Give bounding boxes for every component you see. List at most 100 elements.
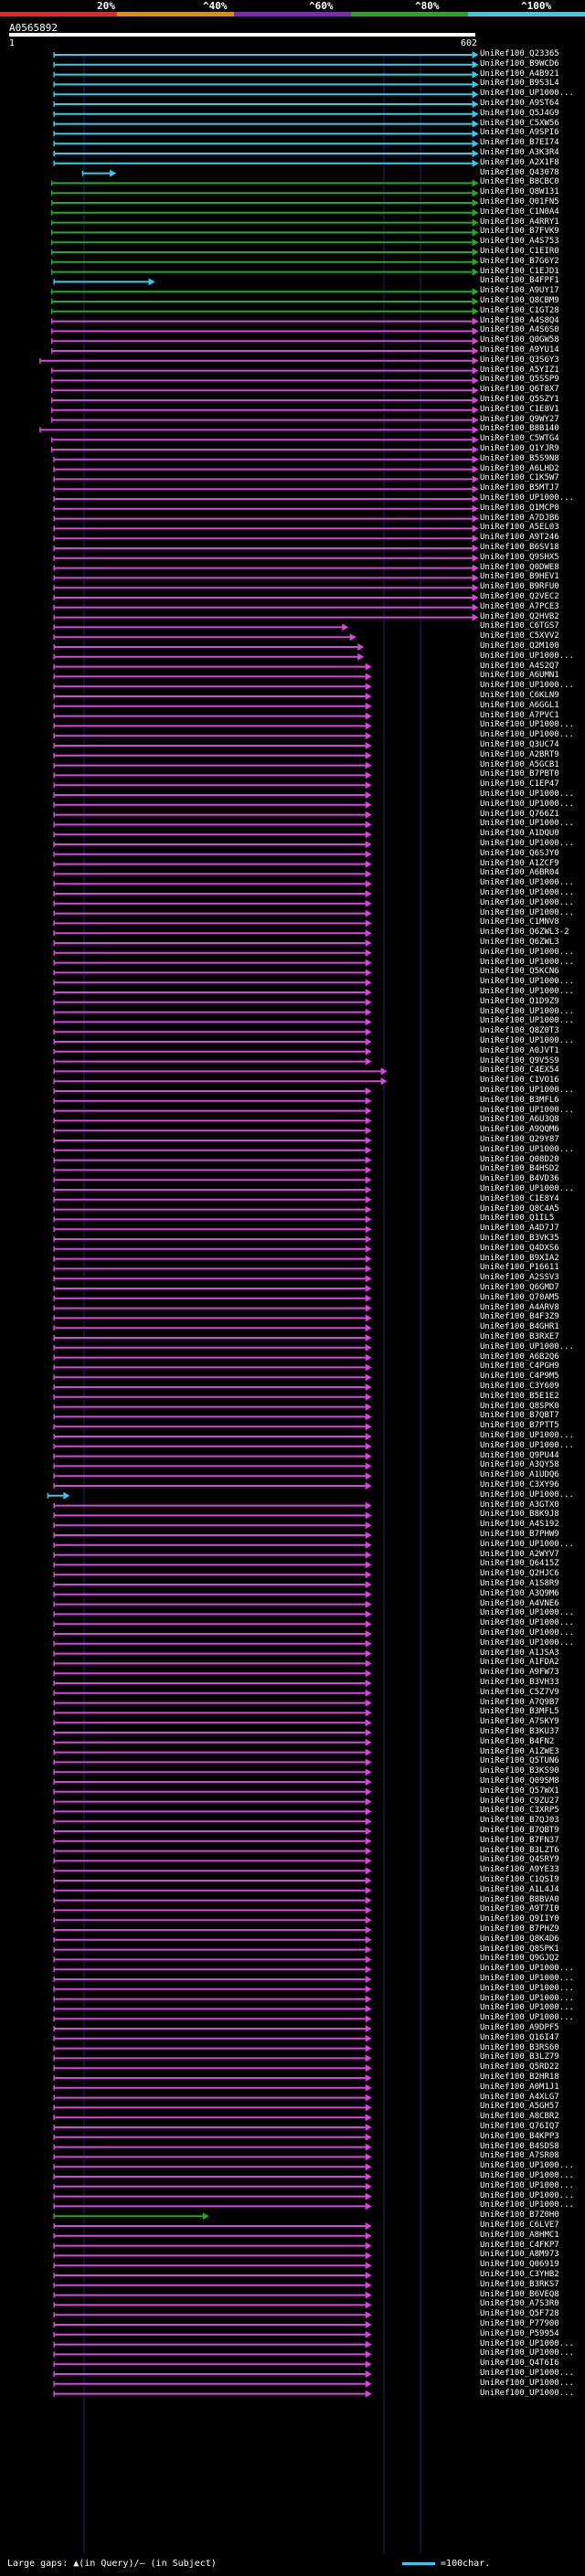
hit-label[interactable]: UniRef100_Q1D9Z9 — [480, 996, 559, 1006]
hit-label[interactable]: UniRef100_Q6ZWL3-2 — [480, 928, 569, 938]
hit-label[interactable]: UniRef100_B4VD36 — [480, 1174, 559, 1184]
hit-label[interactable]: UniRef100_UP1000... — [480, 888, 574, 897]
hit-label[interactable]: UniRef100_A4VNE6 — [480, 1598, 559, 1608]
hit-label[interactable]: UniRef100_UP1000... — [480, 2200, 574, 2210]
hit-label[interactable]: UniRef100_A6U3Q8 — [480, 1115, 559, 1125]
hit-label[interactable]: UniRef100_B7FVK9 — [480, 227, 559, 237]
hit-label[interactable]: UniRef100_B3RS60 — [480, 2042, 559, 2052]
hit-label[interactable]: UniRef100_A1ZCF9 — [480, 858, 559, 868]
hit-label[interactable]: UniRef100_UP1000... — [480, 720, 574, 730]
hit-label[interactable]: UniRef100_A1FDA2 — [480, 1658, 559, 1668]
hit-label[interactable]: UniRef100_UP1000... — [480, 2003, 574, 2013]
hit-label[interactable]: UniRef100_Q6415Z — [480, 1559, 559, 1569]
hit-label[interactable]: UniRef100_A9QQM6 — [480, 1125, 559, 1135]
hit-label[interactable]: UniRef100_UP1000... — [480, 1036, 574, 1045]
hit-label[interactable]: UniRef100_Q9V5S9 — [480, 1055, 559, 1065]
hit-label[interactable]: UniRef100_A3QY58 — [480, 1460, 559, 1470]
hit-label[interactable]: UniRef100_A6B2Q6 — [480, 1352, 559, 1362]
hit-label[interactable]: UniRef100_B8BVA0 — [480, 1894, 559, 1904]
hit-label[interactable]: UniRef100_Q1IL5 — [480, 1214, 555, 1224]
hit-label[interactable]: UniRef100_C5XVV2 — [480, 631, 559, 641]
hit-label[interactable]: UniRef100_C1E8Y4 — [480, 1193, 559, 1203]
hit-label[interactable]: UniRef100_B7G6Y2 — [480, 256, 559, 266]
hit-label[interactable]: UniRef100_UP1000... — [480, 2190, 574, 2200]
hit-label[interactable]: UniRef100_UP1000... — [480, 651, 574, 661]
hit-label[interactable]: UniRef100_B7PHZ9 — [480, 1924, 559, 1934]
hit-label[interactable]: UniRef100_B7PTT5 — [480, 1421, 559, 1431]
hit-label[interactable]: UniRef100_UP1000... — [480, 907, 574, 917]
hit-label[interactable]: UniRef100_B4KPP3 — [480, 2131, 559, 2141]
hit-label[interactable]: UniRef100_Q3S6Y3 — [480, 355, 559, 365]
hit-label[interactable]: UniRef100_C1VO16 — [480, 1076, 559, 1086]
hit-label[interactable]: UniRef100_UP1000... — [480, 1983, 574, 1993]
hit-label[interactable]: UniRef100_UP1000... — [480, 1105, 574, 1115]
hit-label[interactable]: UniRef100_C4P9M5 — [480, 1372, 559, 1382]
hit-label[interactable]: UniRef100_Q01FN5 — [480, 197, 559, 207]
hit-label[interactable]: UniRef100_UP1000... — [480, 839, 574, 848]
hit-label[interactable]: UniRef100_UP1000... — [480, 1006, 574, 1016]
hit-label[interactable]: UniRef100_Q8Z0T3 — [480, 1026, 559, 1036]
hit-label[interactable]: UniRef100_B5S9N8 — [480, 453, 559, 463]
hit-label[interactable]: UniRef100_Q0DWE8 — [480, 562, 559, 572]
hit-label[interactable]: UniRef100_Q6T8X7 — [480, 385, 559, 395]
hit-label[interactable]: UniRef100_A1UDQ6 — [480, 1470, 559, 1480]
hit-label[interactable]: UniRef100_C1QSI9 — [480, 1875, 559, 1884]
hit-label[interactable]: UniRef100_Q5SSP9 — [480, 375, 559, 385]
hit-label[interactable]: UniRef100_A5EL03 — [480, 523, 559, 533]
hit-label[interactable]: UniRef100_UP1000... — [480, 1608, 574, 1618]
hit-label[interactable]: UniRef100_C3Y609 — [480, 1382, 559, 1391]
hit-label[interactable]: UniRef100_C1EP47 — [480, 779, 559, 790]
hit-label[interactable]: UniRef100_A6UMN1 — [480, 671, 559, 681]
hit-label[interactable]: UniRef100_B3MFL6 — [480, 1095, 559, 1105]
hit-label[interactable]: UniRef100_B3KS90 — [480, 1766, 559, 1776]
hit-label[interactable]: UniRef100_A4B921 — [480, 69, 559, 79]
hit-label[interactable]: UniRef100_UP1000... — [480, 819, 574, 829]
hit-label[interactable]: UniRef100_Q2HVB2 — [480, 611, 559, 621]
hit-label[interactable]: UniRef100_UP1000... — [480, 2338, 574, 2348]
hit-label[interactable]: UniRef100_Q5SZY1 — [480, 395, 559, 404]
hit-label[interactable]: UniRef100_B3LZT6 — [480, 1845, 559, 1855]
hit-label[interactable]: UniRef100_UP1000... — [480, 493, 574, 503]
hit-label[interactable]: UniRef100_C3XRP5 — [480, 1806, 559, 1816]
hit-label[interactable]: UniRef100_A3GTX0 — [480, 1500, 559, 1510]
hit-label[interactable]: UniRef100_Q0GW58 — [480, 335, 559, 345]
hit-label[interactable]: UniRef100_C4FKP7 — [480, 2240, 559, 2250]
hit-label[interactable]: UniRef100_B7QBT7 — [480, 1411, 559, 1421]
hit-label[interactable]: UniRef100_UP1000... — [480, 2180, 574, 2190]
hit-label[interactable]: UniRef100_A7PVC1 — [480, 710, 559, 720]
hit-label[interactable]: UniRef100_B7Z0H0 — [480, 2210, 559, 2221]
hit-label[interactable]: UniRef100_B5MTJ7 — [480, 483, 559, 493]
hit-label[interactable]: UniRef100_UP1000... — [480, 1086, 574, 1095]
hit-label[interactable]: UniRef100_Q23365 — [480, 49, 559, 58]
hit-label[interactable]: UniRef100_A2WYV7 — [480, 1549, 559, 1559]
hit-label[interactable]: UniRef100_C1K5W7 — [480, 473, 559, 483]
hit-label[interactable]: UniRef100_C5WTG4 — [480, 434, 559, 444]
hit-label[interactable]: UniRef100_UP1000... — [480, 2161, 574, 2171]
hit-label[interactable]: UniRef100_A3K3R4 — [480, 148, 559, 157]
hit-label[interactable]: UniRef100_UP1000... — [480, 1964, 574, 1974]
hit-label[interactable]: UniRef100_UP1000... — [480, 1440, 574, 1450]
hit-label[interactable]: UniRef100_A9UY17 — [480, 286, 559, 296]
hit-label[interactable]: UniRef100_UP1000... — [480, 799, 574, 809]
hit-label[interactable]: UniRef100_UP1000... — [480, 1489, 574, 1500]
hit-label[interactable]: UniRef100_B4FPF1 — [480, 276, 559, 286]
hit-label[interactable]: UniRef100_A8CBR2 — [480, 2112, 559, 2122]
hit-label[interactable]: UniRef100_C1N0A4 — [480, 207, 559, 217]
hit-label[interactable]: UniRef100_A1JSA3 — [480, 1648, 559, 1658]
hit-label[interactable]: UniRef100_B6VEQ8 — [480, 2289, 559, 2299]
hit-label[interactable]: UniRef100_A7SR08 — [480, 2151, 559, 2161]
hit-label[interactable]: UniRef100_B3VH33 — [480, 1678, 559, 1687]
hit-label[interactable]: UniRef100_A2X1F8 — [480, 157, 559, 167]
hit-label[interactable]: UniRef100_Q16I47 — [480, 2032, 559, 2042]
hit-label[interactable]: UniRef100_B3MFL5 — [480, 1707, 559, 1717]
hit-label[interactable]: UniRef100_A4S753 — [480, 237, 559, 247]
hit-label[interactable]: UniRef100_C5Z7V9 — [480, 1687, 559, 1697]
hit-label[interactable]: UniRef100_Q8W131 — [480, 187, 559, 197]
hit-label[interactable]: UniRef100_UP1000... — [480, 2171, 574, 2180]
hit-label[interactable]: UniRef100_UP1000... — [480, 1539, 574, 1549]
hit-label[interactable]: UniRef100_Q1MCP0 — [480, 503, 559, 513]
hit-label[interactable]: UniRef100_C1E8V1 — [480, 404, 559, 414]
hit-label[interactable]: UniRef100_Q5KCN6 — [480, 967, 559, 977]
hit-label[interactable]: UniRef100_UP1000... — [480, 1184, 574, 1193]
hit-label[interactable]: UniRef100_C5XW56 — [480, 118, 559, 128]
